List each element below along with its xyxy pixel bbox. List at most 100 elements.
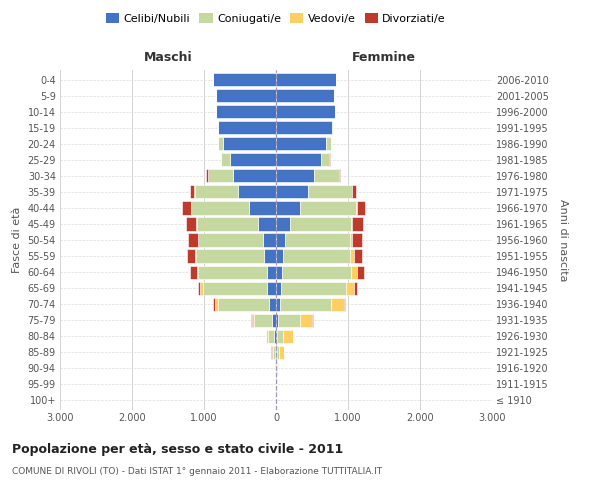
Bar xyxy=(276,330,277,343)
Y-axis label: Fasce di età: Fasce di età xyxy=(12,207,22,273)
Bar xyxy=(300,202,356,214)
Bar xyxy=(266,266,276,278)
Bar xyxy=(233,170,276,182)
Bar xyxy=(218,121,276,134)
Legend: Celibi/Nubili, Coniugati/e, Vedovi/e, Divorziati/e: Celibi/Nubili, Coniugati/e, Vedovi/e, Di… xyxy=(104,10,448,26)
Bar xyxy=(276,218,290,230)
Bar xyxy=(218,298,269,310)
Bar xyxy=(266,330,268,343)
Bar xyxy=(268,282,276,294)
Bar xyxy=(194,186,238,198)
Bar xyxy=(265,250,276,262)
Bar xyxy=(351,266,356,278)
Bar xyxy=(326,137,331,150)
Bar xyxy=(215,298,218,310)
Bar xyxy=(198,282,200,294)
Bar xyxy=(286,234,350,246)
Bar xyxy=(283,330,293,343)
Bar xyxy=(277,362,278,375)
Bar xyxy=(230,153,276,166)
Bar xyxy=(206,170,208,182)
Bar xyxy=(290,218,351,230)
Bar xyxy=(198,266,266,278)
Bar xyxy=(251,314,254,327)
Bar xyxy=(277,330,283,343)
Bar xyxy=(276,346,277,359)
Bar xyxy=(254,314,272,327)
Bar xyxy=(238,186,276,198)
Bar xyxy=(276,121,332,134)
Bar xyxy=(346,282,355,294)
Bar xyxy=(276,266,283,278)
Bar xyxy=(191,202,248,214)
Bar xyxy=(339,170,340,182)
Bar xyxy=(274,330,276,343)
Text: COMUNE DI RIVOLI (TO) - Dati ISTAT 1° gennaio 2011 - Elaborazione TUTTITALIA.IT: COMUNE DI RIVOLI (TO) - Dati ISTAT 1° ge… xyxy=(12,468,382,476)
Bar xyxy=(218,137,223,150)
Bar xyxy=(276,89,334,102)
Bar xyxy=(350,234,352,246)
Bar xyxy=(248,202,276,214)
Bar xyxy=(223,137,276,150)
Bar xyxy=(276,282,281,294)
Bar xyxy=(276,234,286,246)
Text: Popolazione per età, sesso e stato civile - 2011: Popolazione per età, sesso e stato civil… xyxy=(12,442,343,456)
Bar xyxy=(187,250,196,262)
Bar xyxy=(188,234,197,246)
Bar xyxy=(352,218,363,230)
Bar xyxy=(356,202,365,214)
Bar xyxy=(182,202,191,214)
Bar xyxy=(276,105,335,118)
Bar xyxy=(197,234,198,246)
Bar xyxy=(200,282,203,294)
Bar xyxy=(276,250,283,262)
Bar xyxy=(190,266,197,278)
Text: Maschi: Maschi xyxy=(143,52,193,64)
Bar xyxy=(198,234,263,246)
Bar xyxy=(356,266,364,278)
Bar xyxy=(276,202,300,214)
Bar xyxy=(355,282,356,294)
Bar xyxy=(276,153,320,166)
Bar xyxy=(277,346,279,359)
Bar xyxy=(312,314,313,327)
Bar xyxy=(268,330,274,343)
Bar xyxy=(203,282,268,294)
Bar xyxy=(214,298,215,310)
Bar xyxy=(283,250,350,262)
Bar xyxy=(185,218,196,230)
Y-axis label: Anni di nascita: Anni di nascita xyxy=(559,198,568,281)
Bar xyxy=(276,170,314,182)
Bar xyxy=(197,266,198,278)
Bar xyxy=(352,186,356,198)
Bar xyxy=(221,153,230,166)
Bar xyxy=(352,234,362,246)
Bar xyxy=(314,170,338,182)
Bar xyxy=(208,170,233,182)
Bar xyxy=(215,105,276,118)
Bar xyxy=(190,186,194,198)
Bar xyxy=(332,121,333,134)
Bar xyxy=(275,346,276,359)
Bar xyxy=(276,73,336,86)
Bar xyxy=(276,298,280,310)
Bar xyxy=(214,73,276,86)
Bar xyxy=(354,250,362,262)
Bar xyxy=(196,250,265,262)
Bar xyxy=(280,298,331,310)
Bar xyxy=(258,218,276,230)
Bar xyxy=(351,218,352,230)
Bar xyxy=(278,314,300,327)
Bar xyxy=(281,282,346,294)
Bar xyxy=(276,137,326,150)
Text: Femmine: Femmine xyxy=(352,52,416,64)
Bar xyxy=(300,314,312,327)
Bar xyxy=(276,186,308,198)
Bar xyxy=(263,234,276,246)
Bar xyxy=(350,250,354,262)
Bar xyxy=(283,266,351,278)
Bar xyxy=(331,298,344,310)
Bar xyxy=(276,314,278,327)
Bar xyxy=(272,346,273,359)
Bar xyxy=(308,186,352,198)
